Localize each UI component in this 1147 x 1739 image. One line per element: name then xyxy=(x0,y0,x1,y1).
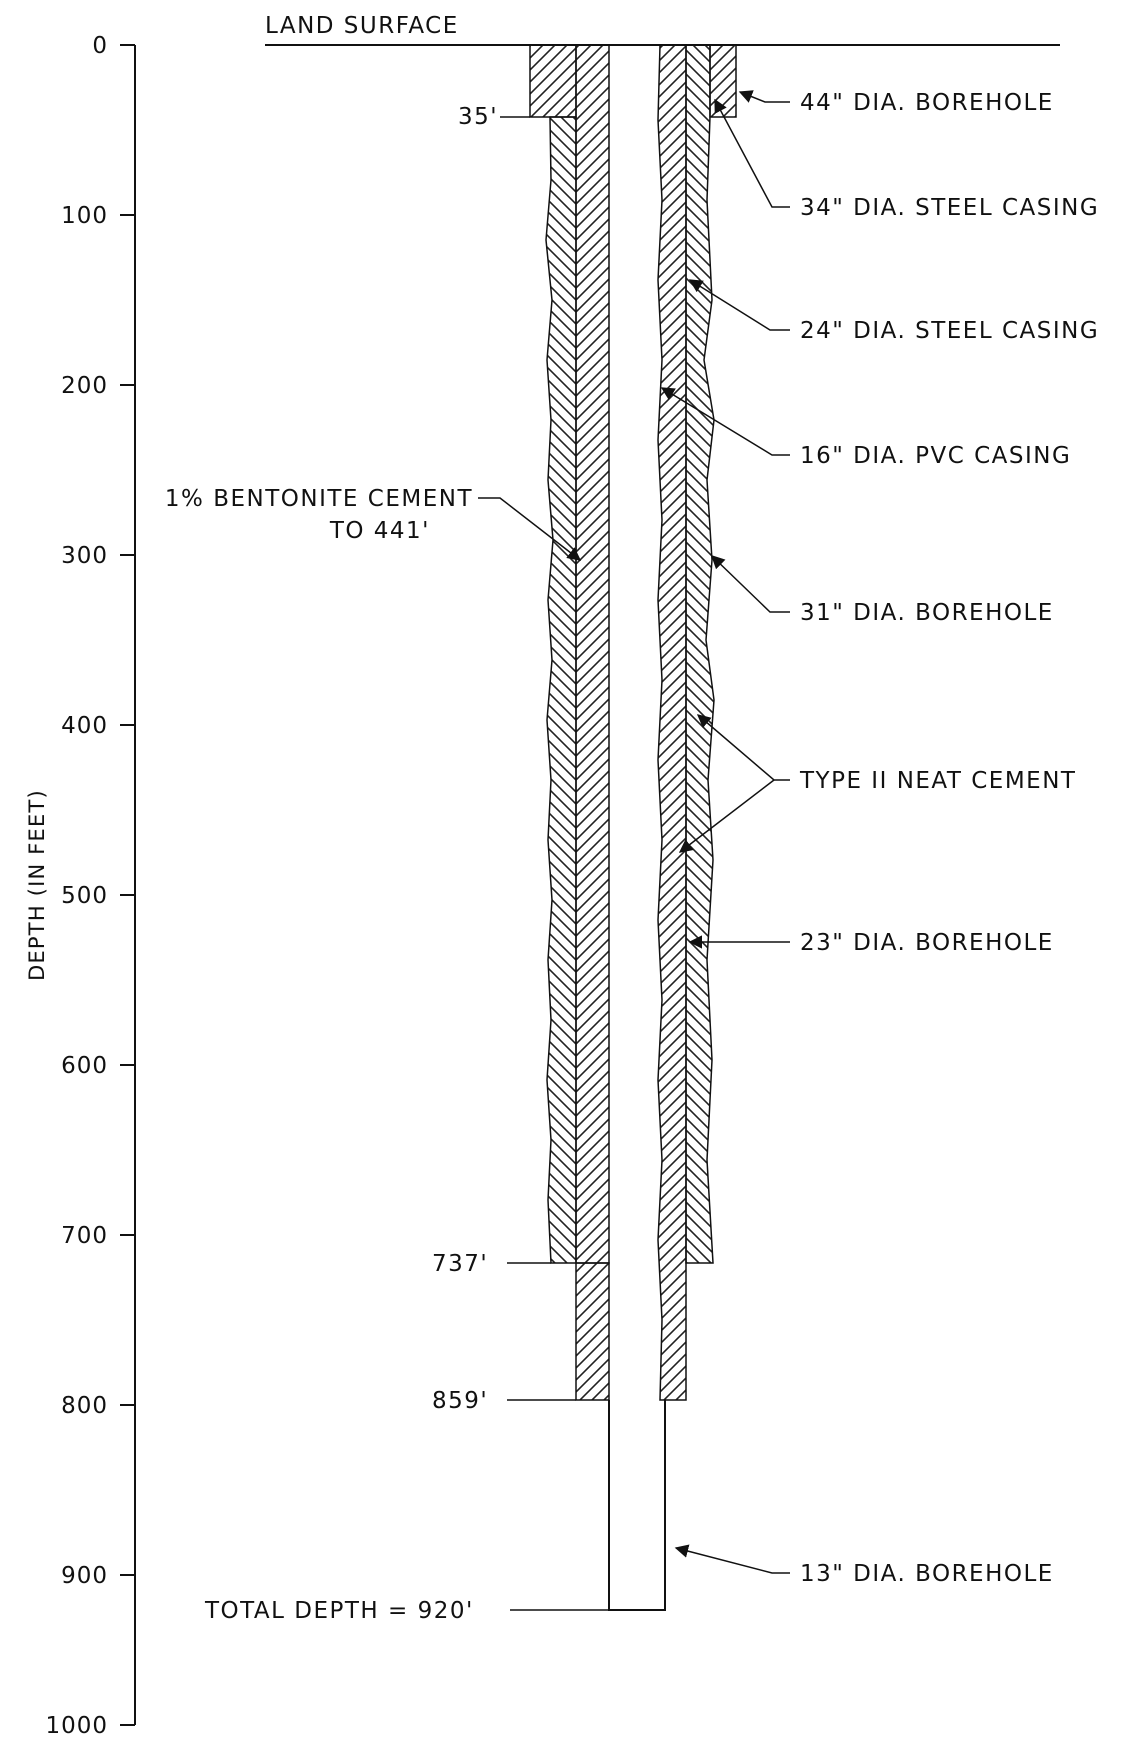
tick-label-600: 600 xyxy=(61,1053,108,1079)
callout-neat-cement: TYPE II NEAT CEMENT xyxy=(678,714,1076,853)
callout-bentonite-label-line2: TO 441' xyxy=(329,518,430,544)
tick-label-0: 0 xyxy=(92,33,108,59)
callout-borehole-13: 13" DIA. BOREHOLE xyxy=(674,1544,1054,1587)
callout-steel-24: 24" DIA. STEEL CASING xyxy=(688,279,1099,344)
callout-borehole-31: 31" DIA. BOREHOLE xyxy=(711,555,1054,626)
left-bentonite-annulus xyxy=(545,116,577,1264)
callout-borehole-44-leader xyxy=(738,90,790,103)
borehole-44-left-annulus xyxy=(529,44,577,118)
callout-borehole-13-leader xyxy=(674,1544,790,1574)
callout-pvc-16-label: 16" DIA. PVC CASING xyxy=(800,443,1071,469)
callout-bentonite-label-line1: 1% BENTONITE CEMENT xyxy=(165,486,473,512)
callout-steel-34-label: 34" DIA. STEEL CASING xyxy=(800,195,1099,221)
tick-label-500: 500 xyxy=(61,883,108,909)
tick-label-400: 400 xyxy=(61,713,108,739)
open-borehole-13 xyxy=(608,1400,666,1611)
right-pvc-and-steel-casing xyxy=(657,44,687,1401)
callout-neat-cement-label: TYPE II NEAT CEMENT xyxy=(799,768,1076,794)
total-depth-label: TOTAL DEPTH = 920' xyxy=(204,1598,474,1624)
callout-pvc-16: 16" DIA. PVC CASING xyxy=(660,387,1071,469)
depth-mark-737: 737' xyxy=(432,1251,488,1277)
callout-borehole-13-label: 13" DIA. BOREHOLE xyxy=(800,1561,1054,1587)
callout-borehole-44-label: 44" DIA. BOREHOLE xyxy=(800,90,1054,116)
tick-label-100: 100 xyxy=(61,203,108,229)
tick-label-300: 300 xyxy=(61,543,108,569)
tick-label-1000: 1000 xyxy=(45,1713,108,1739)
callout-pvc-16-leader xyxy=(660,387,790,456)
callout-steel-34-leader xyxy=(714,98,790,208)
depth-mark-859: 859' xyxy=(432,1388,488,1414)
callout-steel-34: 34" DIA. STEEL CASING xyxy=(714,98,1099,221)
tick-label-700: 700 xyxy=(61,1223,108,1249)
callout-bentonite-leader xyxy=(478,497,582,561)
callout-bentonite: 1% BENTONITE CEMENT TO 441' xyxy=(165,486,582,561)
tick-label-800: 800 xyxy=(61,1393,108,1419)
callout-borehole-44: 44" DIA. BOREHOLE xyxy=(738,90,1054,116)
callout-steel-24-label: 24" DIA. STEEL CASING xyxy=(800,318,1099,344)
borehole-44-right-annulus xyxy=(709,44,737,118)
tick-label-900: 900 xyxy=(61,1563,108,1589)
callout-steel-24-leader xyxy=(688,279,790,331)
callout-borehole-31-label: 31" DIA. BOREHOLE xyxy=(800,600,1054,626)
left-lower-annulus xyxy=(575,1262,610,1401)
callout-borehole-23: 23" DIA. BOREHOLE xyxy=(688,930,1054,956)
left-steel-casing-24 xyxy=(575,44,610,1264)
callout-neat-cement-leader-lower xyxy=(678,779,775,853)
callout-borehole-23-label: 23" DIA. BOREHOLE xyxy=(800,930,1054,956)
depth-axis-ticks: 0 100 200 300 400 500 600 700 800 900 10… xyxy=(45,33,135,1739)
callout-borehole-31-leader xyxy=(711,555,790,613)
tick-label-200: 200 xyxy=(61,373,108,399)
land-surface-label: LAND SURFACE xyxy=(265,13,459,39)
right-neat-cement-annulus xyxy=(685,44,715,1264)
depth-mark-35: 35' xyxy=(458,104,498,130)
depth-axis-title: DEPTH (IN FEET) xyxy=(25,789,49,981)
